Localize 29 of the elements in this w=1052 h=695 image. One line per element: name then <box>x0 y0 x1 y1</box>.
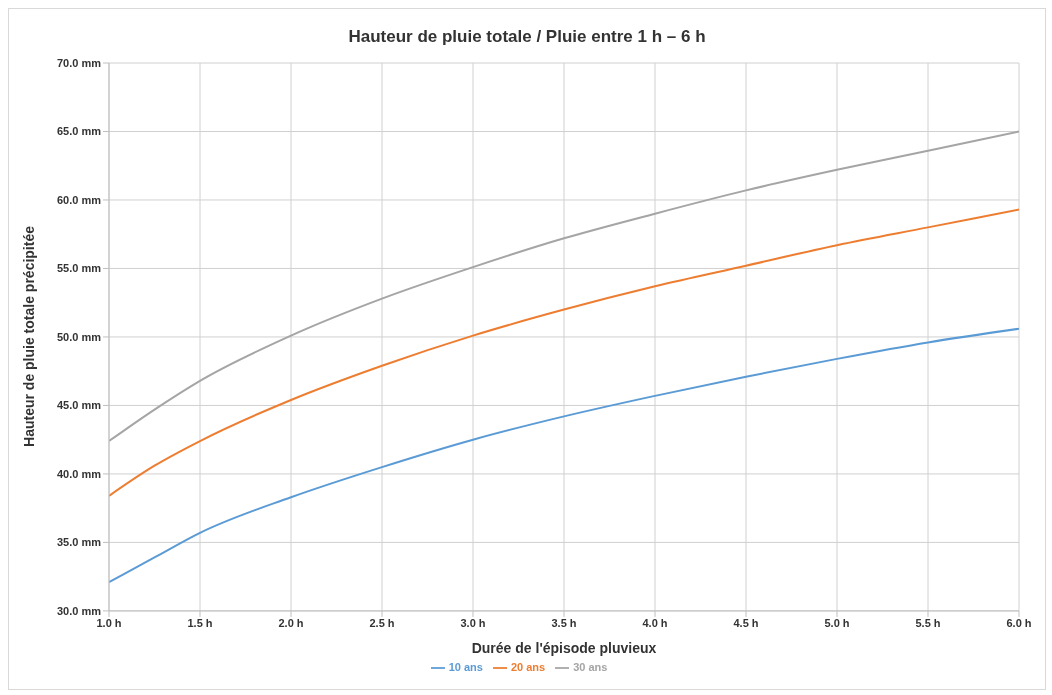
y-tick-label: 30.0 mm <box>56 604 102 617</box>
line-series <box>109 130 1019 443</box>
y-tick-label: 50.0 mm <box>56 330 102 343</box>
y-tick-label: 35.0 mm <box>56 536 102 549</box>
y-tick-label: 55.0 mm <box>56 262 102 275</box>
legend-label: 10 ans <box>448 660 483 673</box>
x-tick-label: 6.0 h <box>1006 616 1032 629</box>
y-tick-label: 60.0 mm <box>56 193 102 206</box>
line-series <box>109 208 1019 497</box>
x-tick-label: 3.5 h <box>551 616 577 629</box>
x-axis-title: Durée de l'épisode pluvieux <box>471 639 657 656</box>
y-tick-label: 40.0 mm <box>56 467 102 480</box>
x-tick-label: 5.0 h <box>824 616 850 629</box>
x-tick-label: 2.5 h <box>369 616 395 629</box>
legend-label: 20 ans <box>510 660 546 673</box>
chart-title: Hauteur de pluie totale / Pluie entre 1 h – 6 h <box>347 26 707 48</box>
line-series <box>109 327 1019 584</box>
x-tick-label: 3.0 h <box>460 616 486 629</box>
x-tick-label: 5.5 h <box>915 616 941 629</box>
y-tick-label: 65.0 mm <box>56 125 102 138</box>
y-axis-title: Hauteur de pluie totale précipitée <box>20 225 37 447</box>
y-tick-label: 70.0 mm <box>56 56 102 69</box>
x-tick-label: 1.5 h <box>187 616 213 629</box>
x-tick-label: 1.0 h <box>96 616 122 629</box>
x-tick-label: 4.5 h <box>733 616 759 629</box>
x-tick-label: 4.0 h <box>642 616 668 629</box>
legend-label: 30 ans <box>573 660 608 673</box>
y-tick-label: 45.0 mm <box>56 399 102 412</box>
x-tick-label: 2.0 h <box>278 616 304 629</box>
